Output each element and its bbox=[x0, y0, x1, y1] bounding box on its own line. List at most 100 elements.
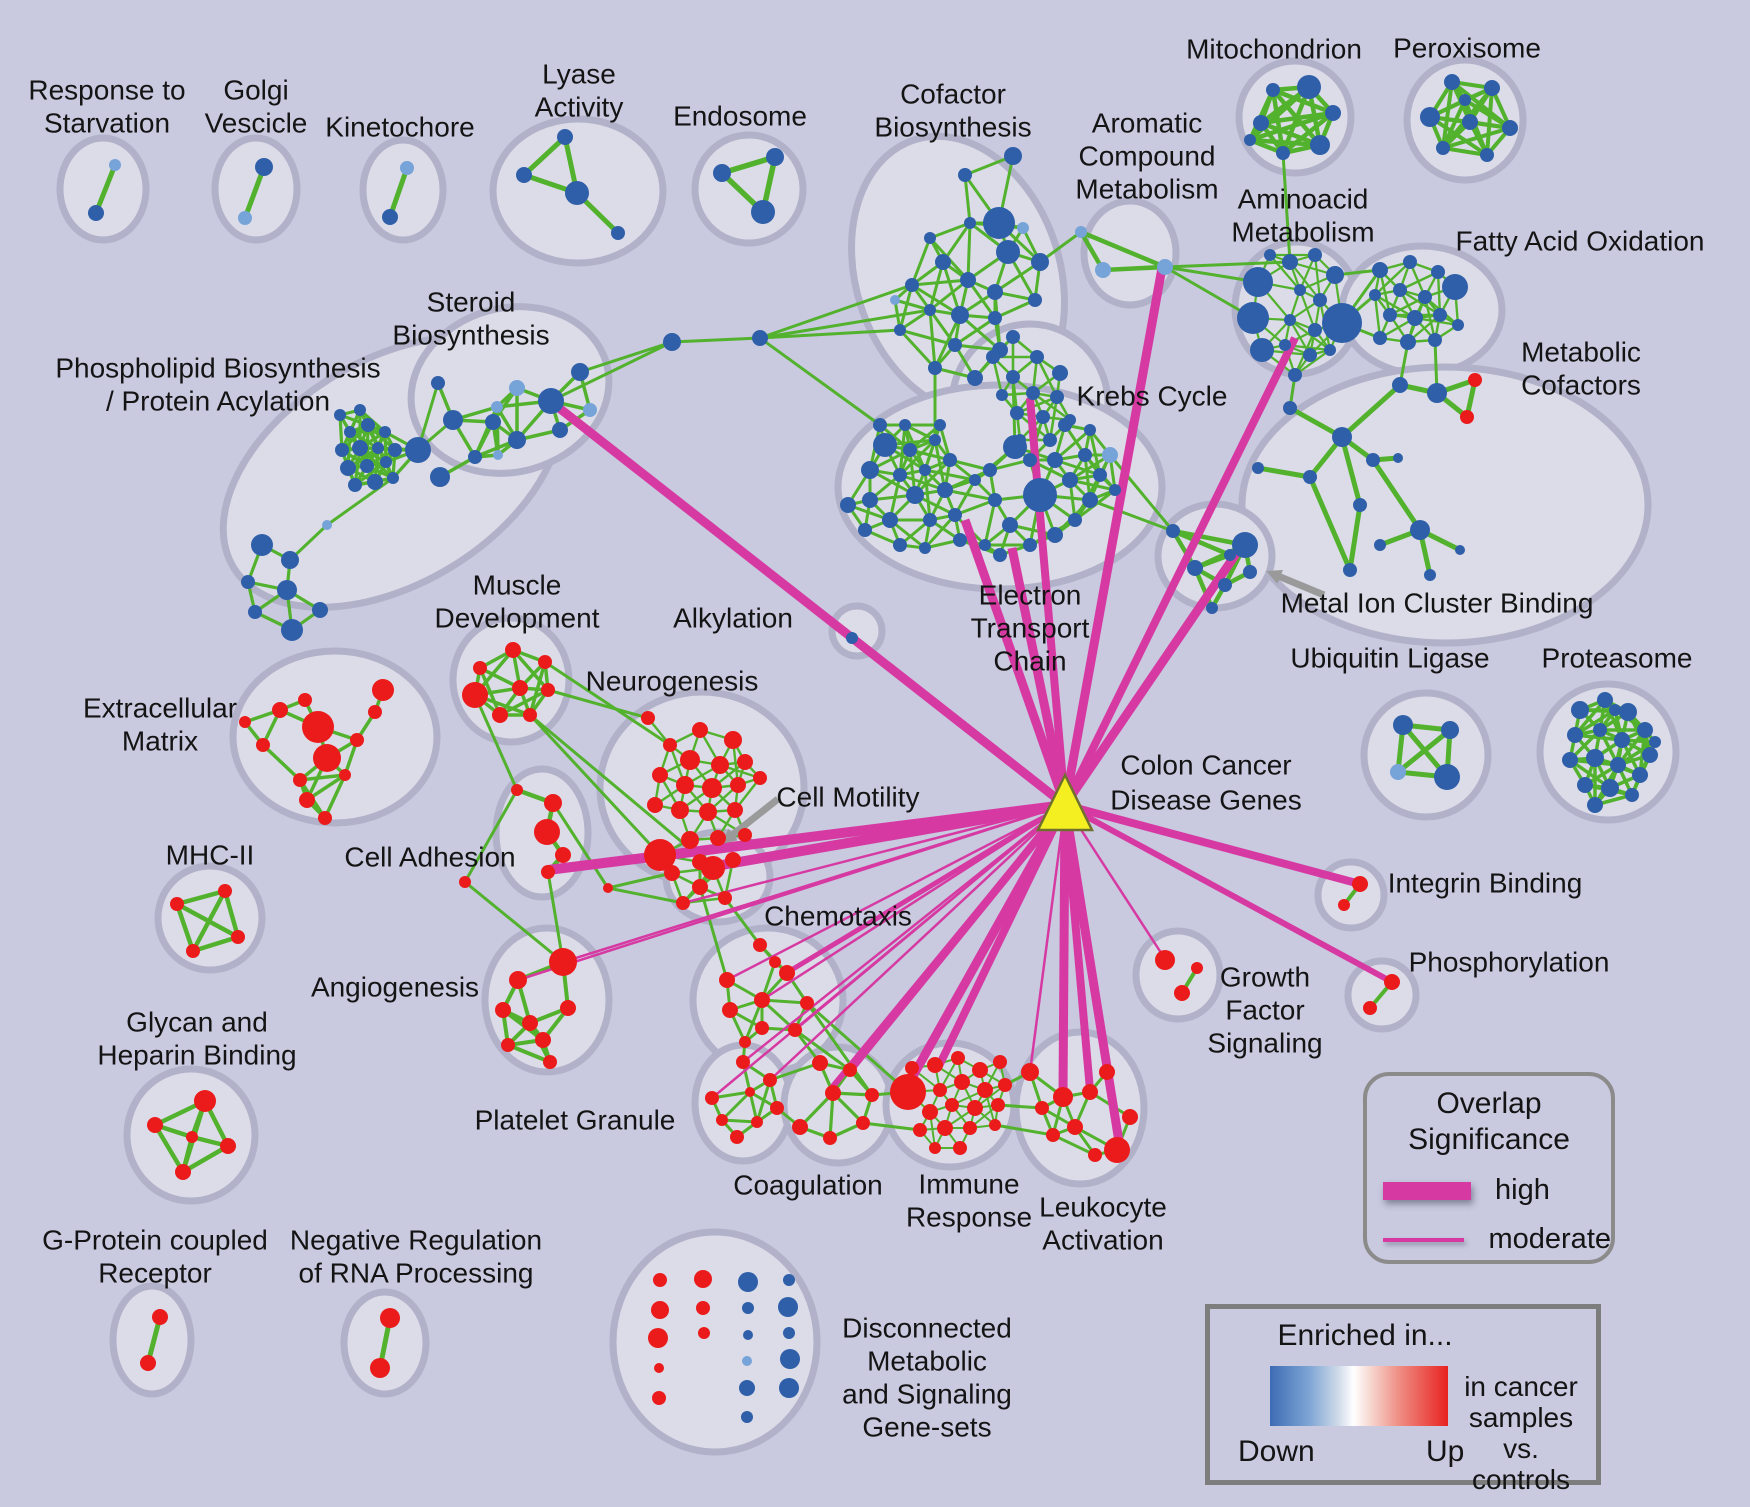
gene-set-node-mitochondrion bbox=[1244, 134, 1256, 146]
gene-set-node-electron-transport-chain bbox=[1062, 472, 1078, 488]
gene-set-node-disconnected-gene-sets bbox=[654, 1363, 664, 1373]
gene-set-node-proteasome bbox=[1619, 703, 1637, 721]
green-edge-peroxisome bbox=[1485, 87, 1494, 156]
gene-set-node-kinetochore bbox=[382, 209, 398, 225]
gene-set-node-electron-transport-chain bbox=[983, 463, 997, 477]
cluster-label-cofactor-biosynthesis: Biosynthesis bbox=[874, 112, 1031, 143]
gene-set-node-phospholipid-protein-acylation bbox=[344, 426, 356, 438]
green-edge-cofactor-biosynthesis bbox=[899, 328, 956, 347]
magenta-edge-moderate bbox=[761, 803, 1066, 1002]
gene-set-node-electron-transport-chain bbox=[906, 486, 924, 504]
gene-set-node-extracellular-matrix bbox=[318, 811, 332, 825]
gene-set-node-cell-adhesion bbox=[555, 847, 571, 863]
green-edge-cofactor-biosynthesis bbox=[898, 284, 914, 331]
gene-set-node-coagulation bbox=[823, 1131, 837, 1145]
gene-set-node-leukocyte-activation bbox=[1046, 1128, 1060, 1142]
gene-set-node-angiogenesis bbox=[560, 1000, 576, 1016]
gene-set-node-electron-transport-chain bbox=[893, 538, 907, 552]
metal-ion-arrow bbox=[1272, 570, 1326, 599]
green-edge-long bbox=[528, 713, 662, 857]
green-edge-fatty-acid-oxidation bbox=[1399, 288, 1441, 317]
cluster-label-g-protein-coupled-receptor: Receptor bbox=[98, 1258, 212, 1289]
green-edge-aminoacid-metabolism bbox=[1298, 289, 1317, 331]
green-edge-aminoacid-metabolism bbox=[1294, 349, 1331, 376]
gene-set-node-electron-transport-chain bbox=[893, 468, 907, 482]
high-label: high bbox=[1495, 1174, 1550, 1206]
green-edge-long bbox=[759, 328, 901, 340]
cluster-label-kinetochore: Kinetochore bbox=[325, 112, 474, 143]
gene-set-node-peroxisome bbox=[1436, 141, 1450, 155]
gene-set-node-aminoacid-metabolism bbox=[1294, 284, 1306, 296]
gene-set-node-cofactor-biosynthesis bbox=[905, 278, 919, 292]
magenta-edge-moderate bbox=[769, 804, 1066, 1081]
green-edge-fatty-acid-oxidation bbox=[1374, 261, 1411, 296]
magenta-edge-high bbox=[1026, 397, 1069, 806]
cluster-label-growth-factor-signaling: Signaling bbox=[1207, 1028, 1322, 1059]
cluster-label-negative-regulation-rna-processing: of RNA Processing bbox=[299, 1258, 534, 1289]
gene-set-node-electron-transport-chain bbox=[1102, 447, 1118, 463]
gene-set-node-cell-motility bbox=[692, 879, 708, 895]
gene-set-node-phospholipid-protein-acylation bbox=[372, 442, 384, 454]
enriched-in-legend: Enriched in... Down Up in cancer samples… bbox=[1205, 1304, 1601, 1495]
overlap-significance-legend: Overlap Significance high moderate bbox=[1363, 1072, 1615, 1264]
hub-label: Colon Cancer bbox=[1120, 750, 1291, 781]
gene-set-node-negative-regulation-rna-processing bbox=[370, 1358, 390, 1378]
gene-set-node-mhc-ii bbox=[231, 930, 245, 944]
gene-set-node-neurogenesis bbox=[676, 776, 694, 794]
green-edge-cofactor-biosynthesis bbox=[929, 278, 969, 312]
green-edge-electron-transport-chain bbox=[944, 488, 996, 502]
gene-set-node-krebs-cycle bbox=[1026, 386, 1040, 400]
cluster-label-muscle-development: Muscle bbox=[473, 570, 562, 601]
green-edge-golgi-vescicle bbox=[242, 166, 267, 219]
gene-set-node-steroid-biosynthesis bbox=[583, 403, 597, 417]
green-edge-long bbox=[698, 886, 729, 981]
gene-set-node-coagulation bbox=[856, 1116, 870, 1130]
gene-set-node-fatty-acid-oxidation bbox=[1400, 334, 1416, 350]
gene-set-node-response-starvation bbox=[109, 159, 121, 171]
cluster-label-peroxisome: Peroxisome bbox=[1393, 33, 1541, 64]
gene-set-node-cell-motility bbox=[676, 896, 690, 910]
magenta-edge-high bbox=[1061, 545, 1244, 808]
gene-set-node-metabolic-cofactors bbox=[1392, 377, 1408, 393]
gene-set-node-fatty-acid-oxidation bbox=[1383, 308, 1397, 322]
gene-set-node-phospholipid-protein-acylation bbox=[334, 409, 346, 421]
magenta-edge-high bbox=[1060, 267, 1167, 806]
green-edge-cofactor-biosynthesis bbox=[966, 222, 972, 281]
green-edge-kinetochore bbox=[387, 167, 410, 218]
magenta-edge-moderate bbox=[786, 802, 1067, 975]
gene-set-node-immune-response bbox=[890, 1074, 926, 1110]
gene-set-node-cofactor-biosynthesis bbox=[967, 370, 983, 386]
cluster-label-golgi-vescicle: Vescicle bbox=[205, 108, 308, 139]
gene-set-node-muscle-development bbox=[492, 707, 508, 723]
gene-set-node-glycan-heparin-binding bbox=[147, 1117, 163, 1133]
cluster-label-aromatic-compound-metabolism: Aromatic bbox=[1092, 108, 1202, 139]
gene-set-node-phosphorylation bbox=[1363, 1001, 1377, 1015]
gene-set-node-extracellular-matrix bbox=[298, 693, 312, 707]
cluster-label-cell-motility: Cell Motility bbox=[776, 782, 919, 813]
gene-set-node-muscle-development bbox=[462, 682, 488, 708]
gene-set-node-leukocyte-activation bbox=[1035, 1101, 1049, 1115]
gene-set-node-steroid-biosynthesis bbox=[431, 376, 445, 390]
gene-set-node-lyase-activity bbox=[565, 181, 589, 205]
gene-set-node-neurogenesis bbox=[702, 778, 722, 798]
green-edge-fatty-acid-oxidation bbox=[1399, 270, 1439, 292]
gene-set-node-muscle-development bbox=[505, 642, 521, 658]
gene-set-node-phospholipid-protein-acylation bbox=[335, 443, 349, 457]
gene-set-node-alkylation bbox=[846, 632, 858, 644]
gene-set-node-growth-factor-signaling bbox=[1174, 985, 1190, 1001]
gene-set-node-immune-response bbox=[951, 1051, 965, 1065]
gene-set-node-neurogenesis bbox=[710, 830, 726, 846]
overlap-high-row: high bbox=[1383, 1174, 1611, 1207]
gene-set-node-neurogenesis bbox=[711, 756, 729, 774]
gene-set-node-disconnected-gene-sets bbox=[783, 1327, 795, 1339]
gene-set-node-mhc-ii bbox=[186, 944, 200, 958]
green-edge-long bbox=[862, 1121, 921, 1132]
green-edge-platelet-granule bbox=[720, 1090, 752, 1122]
gene-set-node-steroid-biosynthesis bbox=[485, 414, 501, 430]
gene-set-node-coagulation bbox=[865, 1088, 879, 1102]
gene-set-node-proteasome bbox=[1649, 736, 1661, 748]
gene-set-node-electron-transport-chain bbox=[1082, 492, 1098, 508]
gene-set-node-aminoacid-metabolism bbox=[1250, 338, 1274, 362]
gene-set-node-neurogenesis bbox=[647, 797, 663, 813]
gene-set-node-aminoacid-metabolism bbox=[1279, 339, 1291, 351]
